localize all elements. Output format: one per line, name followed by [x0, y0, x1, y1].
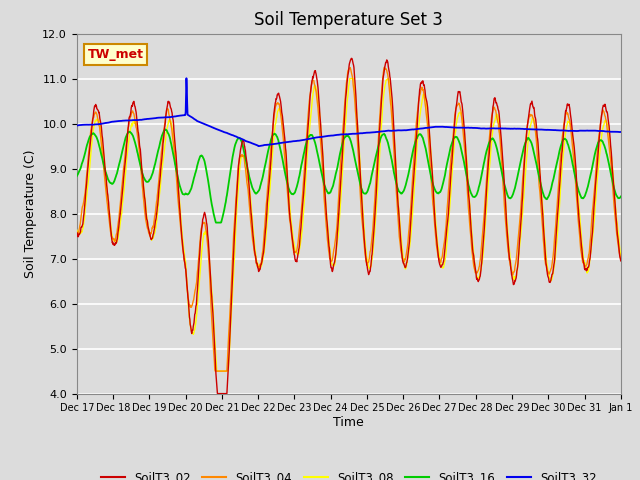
Legend: SoilT3_02, SoilT3_04, SoilT3_08, SoilT3_16, SoilT3_32: SoilT3_02, SoilT3_04, SoilT3_08, SoilT3_… — [96, 466, 602, 480]
Text: TW_met: TW_met — [88, 48, 144, 61]
Y-axis label: Soil Temperature (C): Soil Temperature (C) — [24, 149, 36, 278]
X-axis label: Time: Time — [333, 416, 364, 429]
Title: Soil Temperature Set 3: Soil Temperature Set 3 — [254, 11, 444, 29]
